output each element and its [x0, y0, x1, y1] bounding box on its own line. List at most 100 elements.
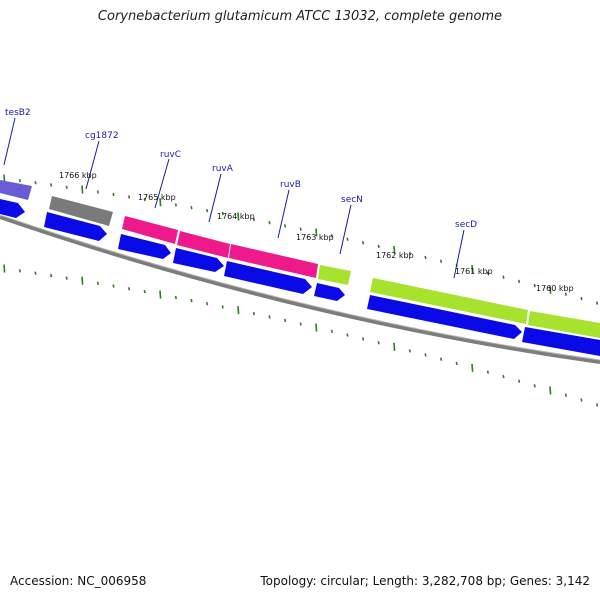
minor-tick [190, 206, 193, 210]
major-tick [3, 264, 6, 273]
cds-arrow[interactable] [0, 199, 25, 218]
leader-ruvB [277, 189, 290, 239]
gene-label-tesB2[interactable]: tesB2 [5, 108, 31, 118]
minor-tick [596, 403, 599, 407]
accession-label: Accession: NC_006958 [10, 574, 147, 588]
minor-tick [190, 298, 193, 303]
cds-arrow[interactable] [314, 283, 345, 301]
minor-tick [221, 211, 224, 216]
minor-tick [330, 329, 333, 333]
minor-tick [346, 237, 349, 241]
tick-row-inner [3, 264, 599, 407]
major-tick [237, 306, 240, 315]
minor-tick [377, 244, 380, 248]
minor-tick [268, 221, 271, 225]
minor-tick [596, 301, 599, 305]
major-tick [81, 185, 84, 194]
minor-tick [206, 302, 209, 306]
minor-tick [18, 178, 21, 183]
leader-ruvC [154, 158, 170, 209]
minor-tick [112, 192, 115, 197]
minor-tick [533, 283, 536, 288]
gene-bar-cg1872[interactable] [49, 196, 113, 226]
cds-arrow[interactable] [367, 295, 522, 339]
minor-tick [424, 353, 427, 357]
gene-leaders [3, 117, 465, 279]
gene-bar-tesB2[interactable] [0, 180, 32, 200]
gene-label-ruvB[interactable]: ruvB [280, 180, 301, 190]
minor-tick [18, 269, 21, 273]
minor-tick [252, 311, 255, 316]
scale-label: 1761 kbp [455, 267, 493, 276]
minor-tick [533, 384, 536, 388]
minor-tick [34, 271, 37, 275]
major-tick [393, 342, 396, 351]
minor-tick [424, 255, 427, 260]
minor-tick [65, 185, 68, 189]
leader-secN [339, 204, 352, 255]
major-tick [315, 228, 318, 237]
gene-label-ruvC[interactable]: ruvC [160, 150, 181, 160]
minor-tick [299, 227, 302, 231]
gene-label-secD[interactable]: secD [455, 220, 477, 230]
minor-tick [502, 275, 505, 279]
gene-label-secN[interactable]: secN [341, 195, 363, 205]
scale-label: 1760 kbp [536, 284, 574, 293]
cds-arrow[interactable] [118, 234, 171, 259]
minor-tick [362, 241, 365, 245]
gene-label-cg1872[interactable]: cg1872 [85, 131, 119, 141]
gene-labels: tesB2 cg1872 ruvC ruvA ruvB secN secD [5, 108, 477, 230]
minor-tick [564, 393, 567, 397]
scale-label: 1762 kbp [376, 251, 414, 260]
minor-tick [377, 341, 380, 345]
gene-label-ruvA[interactable]: ruvA [212, 164, 234, 174]
gene-bar-ruvC[interactable] [122, 216, 178, 244]
minor-tick [408, 251, 411, 256]
minor-tick [143, 289, 146, 294]
cds-arrow[interactable] [44, 212, 107, 241]
minor-tick [221, 305, 224, 309]
minor-tick [174, 203, 177, 207]
minor-tick [268, 315, 271, 319]
major-tick [471, 265, 474, 274]
major-tick [549, 386, 552, 395]
minor-tick [362, 337, 365, 341]
major-tick [471, 363, 474, 372]
gene-bar-secN[interactable] [318, 265, 351, 285]
minor-tick [346, 333, 349, 337]
scale-label: 1765 kbp [138, 193, 176, 202]
minor-tick [518, 379, 521, 383]
major-tick [393, 245, 396, 255]
gene-bar-secD[interactable] [370, 278, 528, 324]
minor-tick [252, 217, 255, 222]
tick-row-outer [3, 174, 599, 305]
leader-secD [453, 229, 465, 279]
scale-label: 1766 kbp [59, 171, 97, 180]
minor-tick [96, 281, 99, 285]
minor-tick [440, 357, 443, 361]
minor-tick [128, 195, 131, 199]
cds-arrow[interactable] [224, 261, 312, 294]
gene-bar-ruvB[interactable] [229, 244, 318, 278]
gene-bar-green-right[interactable] [528, 311, 600, 338]
major-tick [549, 285, 552, 294]
cds-arrow[interactable] [522, 327, 600, 356]
major-tick [315, 323, 318, 332]
minor-tick [408, 349, 411, 353]
minor-tick [174, 295, 177, 300]
gene-bar-ruvA[interactable] [177, 231, 230, 258]
minor-tick [65, 276, 68, 280]
minor-tick [112, 284, 115, 288]
minor-tick [299, 322, 302, 326]
genome-backbone [0, 215, 600, 364]
leader-cg1872 [85, 140, 100, 190]
leader-tesB2 [3, 117, 16, 166]
major-tick [159, 198, 162, 207]
minor-tick [486, 271, 489, 275]
major-tick [237, 212, 240, 221]
scale-label: 1764 kbp [217, 212, 255, 221]
cds-arrow[interactable] [173, 248, 224, 272]
minor-tick [96, 190, 99, 194]
minor-tick [486, 370, 489, 374]
topology-label: Topology: circular; Length: 3,282,708 bp… [260, 574, 590, 588]
